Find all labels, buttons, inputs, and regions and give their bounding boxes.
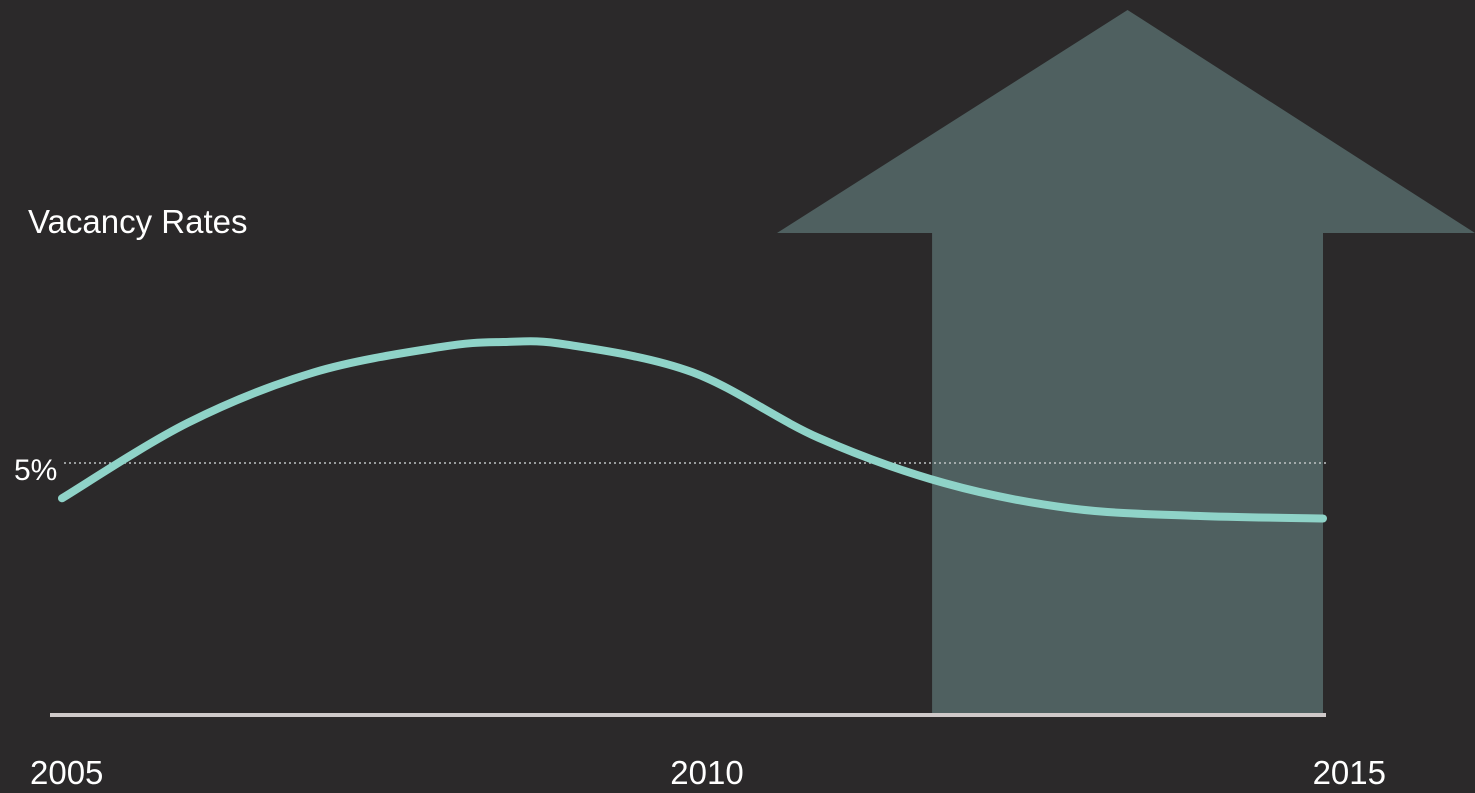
x-tick-label: 2010 [670, 754, 743, 791]
reference-line-label: 5% [14, 454, 57, 487]
chart-title: Vacancy Rates [28, 203, 248, 240]
x-tick-label: 2005 [30, 754, 103, 791]
x-axis-tick-labels: 2005 2010 2015 [30, 754, 1386, 791]
x-tick-label: 2015 [1313, 754, 1386, 791]
vacancy-rate-line [58, 337, 1327, 523]
up-arrow-annotation [777, 10, 1475, 715]
